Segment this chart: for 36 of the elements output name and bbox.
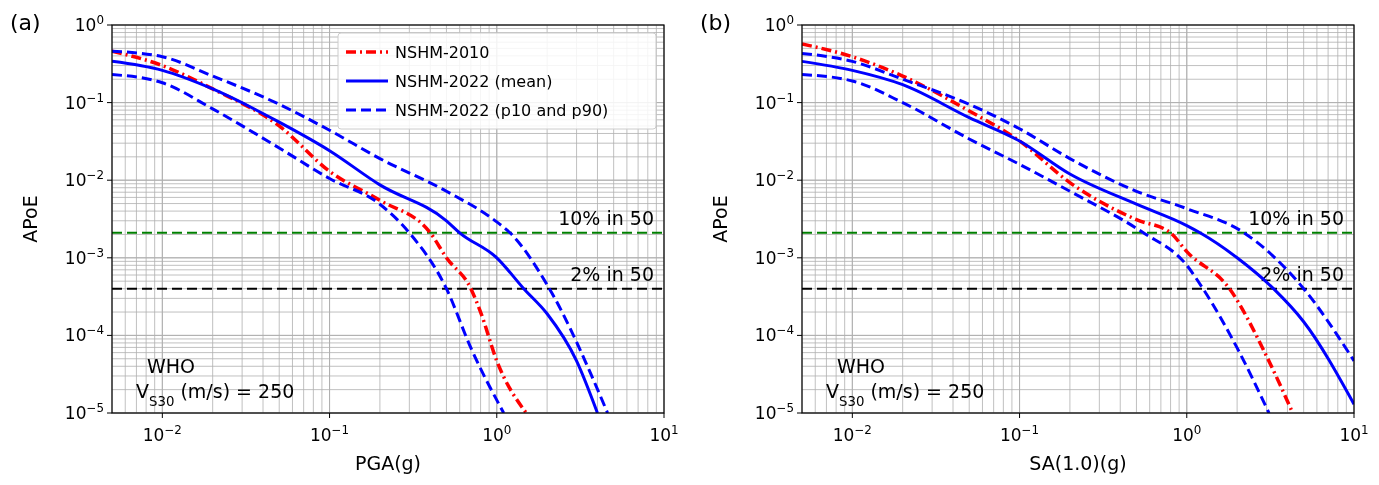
ref-line-label: 10% in 50 bbox=[1248, 206, 1344, 229]
y-tick-label: 10$^{−1}$ bbox=[754, 90, 794, 113]
y-tick-label: 10$^{0}$ bbox=[74, 13, 104, 35]
legend-label: NSHM-2022 (mean) bbox=[395, 72, 553, 91]
x-axis-title: PGA(g) bbox=[354, 452, 422, 474]
x-tick-label: 10$^{0}$ bbox=[1172, 423, 1202, 445]
y-tick-label: 10$^{−5}$ bbox=[64, 401, 104, 423]
ref-line-label: 2% in 50 bbox=[570, 262, 654, 285]
x-axis-title: SA(1.0)(g) bbox=[1029, 452, 1127, 474]
annotation: V$_{S30}$ (m/s) = 250 bbox=[136, 380, 295, 409]
y-tick-label: 10$^{−2}$ bbox=[64, 168, 104, 191]
x-tick-label: 10$^{1}$ bbox=[649, 423, 679, 445]
y-tick-label: 10$^{−4}$ bbox=[754, 323, 794, 346]
x-tick-label: 10$^{−2}$ bbox=[832, 423, 872, 445]
y-axis-title: APoE bbox=[19, 195, 41, 243]
x-tick-label: 10$^{−1}$ bbox=[309, 423, 350, 445]
chart-title: (a) bbox=[10, 10, 41, 35]
chart-title: (b) bbox=[700, 10, 732, 35]
y-tick-label: 10$^{0}$ bbox=[764, 13, 794, 35]
x-tick-label: 10$^{0}$ bbox=[482, 423, 512, 445]
y-tick-label: 10$^{−3}$ bbox=[754, 245, 794, 268]
x-tick-label: 10$^{1}$ bbox=[1339, 423, 1369, 445]
x-tick-label: 10$^{−1}$ bbox=[999, 423, 1040, 445]
annotation: V$_{S30}$ (m/s) = 250 bbox=[826, 380, 985, 409]
ref-line-label: 10% in 50 bbox=[558, 206, 654, 229]
y-tick-label: 10$^{−5}$ bbox=[754, 401, 794, 423]
y-tick-label: 10$^{−4}$ bbox=[64, 323, 104, 346]
x-tick-label: 10$^{−2}$ bbox=[142, 423, 182, 445]
legend-label: NSHM-2010 bbox=[395, 43, 490, 62]
y-tick-label: 10$^{−2}$ bbox=[754, 168, 794, 191]
legend-label: NSHM-2022 (p10 and p90) bbox=[395, 101, 609, 120]
y-axis-title: APoE bbox=[709, 195, 731, 243]
annotation: WHO bbox=[147, 355, 196, 377]
annotation: WHO bbox=[837, 355, 886, 377]
y-tick-label: 10$^{−1}$ bbox=[64, 90, 104, 113]
y-tick-label: 10$^{−3}$ bbox=[64, 245, 104, 268]
